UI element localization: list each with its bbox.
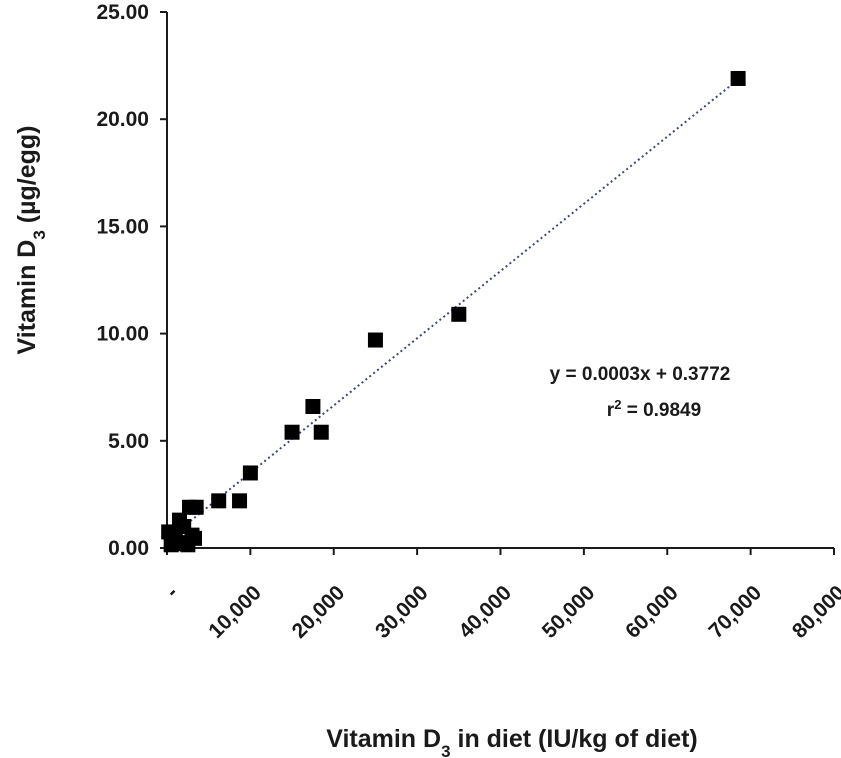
- x-tick-label: 40,000: [454, 581, 516, 643]
- data-point: [188, 499, 204, 515]
- data-point: [730, 70, 746, 86]
- r-squared-label: r2 = 0.9849: [607, 397, 701, 422]
- x-tick-label: -: [161, 581, 182, 602]
- data-point: [187, 530, 203, 546]
- y-axis-title-tail: (µg/egg): [13, 126, 41, 231]
- y-axis-title-main: Vitamin D: [13, 240, 41, 355]
- y-tick-label: 20.00: [96, 108, 149, 131]
- x-tick-label: 70,000: [704, 581, 766, 643]
- y-tick-label: 25.00: [96, 1, 149, 24]
- data-point: [313, 424, 329, 440]
- plot-area: 0.00 5.00 10.00 15.00 20.00 25.00 - 10,000 20,0…: [96, 1, 841, 643]
- data-point: [232, 493, 248, 509]
- x-axis-title: Vitamin D3 in diet (IU/kg of diet): [326, 725, 698, 758]
- x-tick-label: 60,000: [621, 581, 683, 643]
- y-axis-title-subscript: 3: [30, 230, 49, 239]
- x-tick-label: 80,000: [788, 581, 841, 643]
- x-axis-title-main: Vitamin D: [326, 725, 441, 753]
- y-tick-label: 5.00: [108, 430, 149, 453]
- data-points: [161, 70, 746, 553]
- y-tick-label: 0.00: [108, 537, 149, 560]
- r-squared-value: = 0.9849: [621, 400, 701, 421]
- x-tick-label: 50,000: [538, 581, 600, 643]
- r-squared-superscript: 2: [614, 397, 621, 412]
- x-axis-title-tail: in diet (IU/kg of diet): [451, 725, 698, 753]
- data-point: [211, 493, 227, 509]
- data-point: [367, 332, 383, 348]
- x-axis-title-subscript: 3: [441, 742, 450, 758]
- data-point: [305, 398, 321, 414]
- regression-equation: y = 0.0003x + 0.3772: [550, 364, 731, 385]
- y-axis-title: Vitamin D3 (µg/egg): [13, 126, 49, 355]
- r-squared-r: r: [607, 400, 615, 421]
- y-tick-label: 15.00: [96, 215, 149, 238]
- x-tick-label: 10,000: [204, 581, 266, 643]
- data-point: [242, 465, 258, 481]
- y-axis-ticks: 0.00 5.00 10.00 15.00 20.00 25.00: [96, 1, 167, 560]
- x-axis-ticks: - 10,000 20,000 30,000 40,000 50,000 60,000 70,…: [161, 548, 841, 643]
- data-point: [451, 306, 467, 322]
- x-tick-label: 20,000: [288, 581, 350, 643]
- y-tick-label: 10.00: [96, 323, 149, 346]
- data-point: [284, 424, 300, 440]
- x-tick-label: 30,000: [371, 581, 433, 643]
